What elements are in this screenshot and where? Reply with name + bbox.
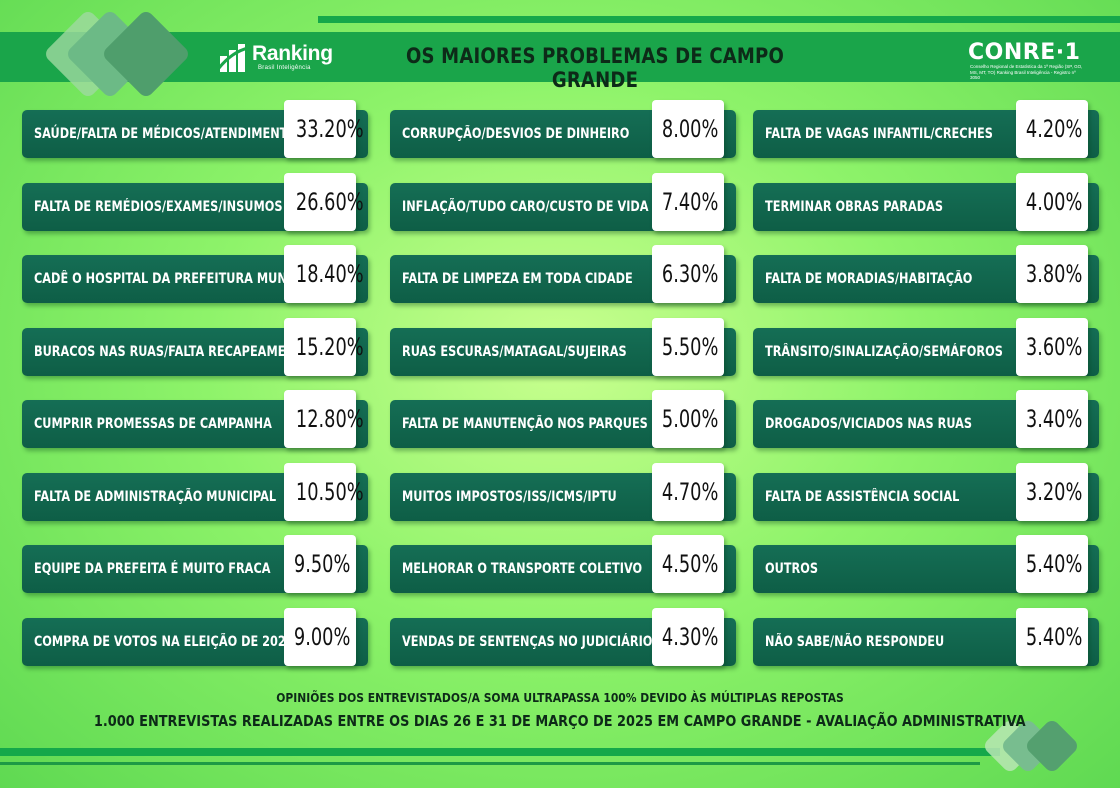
problem-percentage: 12.80%: [284, 390, 364, 448]
problem-item: TERMINAR OBRAS PARADAS 4.00%: [753, 173, 1099, 231]
problem-percentage: 4.00%: [1016, 173, 1088, 231]
problem-label: TERMINAR OBRAS PARADAS: [765, 199, 944, 215]
problem-label: BURACOS NAS RUAS/FALTA RECAPEAMENTO: [34, 344, 313, 360]
problem-item: FALTA DE VAGAS INFANTIL/CRECHES 4.20%: [753, 100, 1099, 158]
problem-label: COMPRA DE VOTOS NA ELEIÇÃO DE 2024: [34, 634, 294, 650]
problem-percentage: 7.40%: [652, 173, 724, 231]
problem-label: VENDAS DE SENTENÇAS NO JUDICIÁRIO: [402, 634, 653, 650]
problem-item: COMPRA DE VOTOS NA ELEIÇÃO DE 2024 9.00%: [22, 608, 368, 666]
problem-percentage: 5.40%: [1016, 608, 1088, 666]
problem-percentage: 8.00%: [652, 100, 724, 158]
problem-percentage: 3.40%: [1016, 390, 1088, 448]
footnote: OPINIÕES DOS ENTREVISTADOS/A SOMA ULTRAP…: [276, 690, 844, 705]
problem-label: FALTA DE ADMINISTRAÇÃO MUNICIPAL: [34, 489, 277, 505]
problem-item: CUMPRIR PROMESSAS DE CAMPANHA 12.80%: [22, 390, 368, 448]
conre-logo-tagline: Conselho Regional de Estatística da 1ª R…: [970, 64, 1083, 80]
bottom-stripe-thin: [0, 762, 980, 765]
problem-item: OUTROS 5.40%: [753, 535, 1099, 593]
problem-label: TRÂNSITO/SINALIZAÇÃO/SEMÁFOROS: [765, 344, 1003, 360]
problem-label: FALTA DE VAGAS INFANTIL/CRECHES: [765, 126, 993, 142]
problem-percentage: 3.80%: [1016, 245, 1088, 303]
problem-percentage: 4.70%: [652, 463, 724, 521]
problem-label: EQUIPE DA PREFEITA É MUITO FRACA: [34, 561, 271, 577]
problem-item: FALTA DE ADMINISTRAÇÃO MUNICIPAL 10.50%: [22, 463, 368, 521]
problem-item: NÃO SABE/NÃO RESPONDEU 5.40%: [753, 608, 1099, 666]
conre-logo: CONRE·1 Conselho Regional de Estatística…: [964, 40, 1084, 80]
methodology-note: 1.000 ENTREVISTAS REALIZADAS ENTRE OS DI…: [94, 712, 1026, 730]
problem-item: VENDAS DE SENTENÇAS NO JUDICIÁRIO 4.30%: [390, 608, 736, 666]
problem-label: CADÊ O HOSPITAL DA PREFEITURA MUNICIPAL?: [34, 271, 334, 287]
problem-percentage: 6.30%: [652, 245, 724, 303]
problem-percentage: 3.20%: [1016, 463, 1088, 521]
problem-label: CUMPRIR PROMESSAS DE CAMPANHA: [34, 416, 272, 432]
ranking-bars-icon: [218, 44, 249, 72]
problem-label: FALTA DE LIMPEZA EM TODA CIDADE: [402, 271, 633, 287]
problem-label: CORRUPÇÃO/DESVIOS DE DINHEIRO: [402, 126, 630, 142]
ranking-logo: Ranking Brasil Inteligência: [218, 40, 338, 74]
problem-label: NÃO SABE/NÃO RESPONDEU: [765, 634, 945, 650]
conre-logo-name: CONRE·1: [968, 40, 1081, 65]
problem-item: INFLAÇÃO/TUDO CARO/CUSTO DE VIDA 7.40%: [390, 173, 736, 231]
problem-item: EQUIPE DA PREFEITA É MUITO FRACA 9.50%: [22, 535, 368, 593]
problem-item: RUAS ESCURAS/MATAGAL/SUJEIRAS 5.50%: [390, 318, 736, 376]
problem-item: FALTA DE MANUTENÇÃO NOS PARQUES 5.00%: [390, 390, 736, 448]
problem-label: FALTA DE ASSISTÊNCIA SOCIAL: [765, 489, 960, 505]
problem-percentage: 5.40%: [1016, 535, 1088, 593]
problem-item: FALTA DE LIMPEZA EM TODA CIDADE 6.30%: [390, 245, 736, 303]
problem-label: INFLAÇÃO/TUDO CARO/CUSTO DE VIDA: [402, 199, 649, 215]
page-title: OS MAIORES PROBLEMAS DE CAMPO GRANDE: [406, 44, 784, 92]
problem-percentage: 18.40%: [284, 245, 364, 303]
problem-percentage: 5.00%: [652, 390, 724, 448]
problem-item: FALTA DE ASSISTÊNCIA SOCIAL 3.20%: [753, 463, 1099, 521]
problem-percentage: 4.20%: [1016, 100, 1088, 158]
problem-label: OUTROS: [765, 561, 818, 577]
problem-percentage: 3.60%: [1016, 318, 1088, 376]
problem-percentage: 33.20%: [284, 100, 364, 158]
bottom-stripe-thick: [0, 748, 1000, 756]
problem-label: DROGADOS/VICIADOS NAS RUAS: [765, 416, 973, 432]
top-stripe: [318, 16, 1120, 23]
ranking-logo-tagline: Brasil Inteligência: [258, 65, 311, 71]
problem-item: FALTA DE MORADIAS/HABITAÇÃO 3.80%: [753, 245, 1099, 303]
problem-label: FALTA DE MORADIAS/HABITAÇÃO: [765, 271, 973, 287]
problem-label: MUITOS IMPOSTOS/ISS/ICMS/IPTU: [402, 489, 617, 505]
problem-label: FALTA DE MANUTENÇÃO NOS PARQUES: [402, 416, 648, 432]
problem-item: MELHORAR O TRANSPORTE COLETIVO 4.50%: [390, 535, 736, 593]
problem-label: FALTA DE REMÉDIOS/EXAMES/INSUMOS: [34, 199, 283, 215]
problem-item: MUITOS IMPOSTOS/ISS/ICMS/IPTU 4.70%: [390, 463, 736, 521]
problem-item: CADÊ O HOSPITAL DA PREFEITURA MUNICIPAL?…: [22, 245, 368, 303]
problem-label: MELHORAR O TRANSPORTE COLETIVO: [402, 561, 643, 577]
problem-item: BURACOS NAS RUAS/FALTA RECAPEAMENTO 15.20…: [22, 318, 368, 376]
problem-item: SAÚDE/FALTA DE MÉDICOS/ATENDIMENTO 33.20%: [22, 100, 368, 158]
problem-percentage: 4.30%: [652, 608, 724, 666]
problem-item: DROGADOS/VICIADOS NAS RUAS 3.40%: [753, 390, 1099, 448]
ranking-logo-name: Ranking: [252, 42, 333, 65]
problem-percentage: 5.50%: [652, 318, 724, 376]
problem-item: CORRUPÇÃO/DESVIOS DE DINHEIRO 8.00%: [390, 100, 736, 158]
problem-percentage: 10.50%: [284, 463, 364, 521]
problem-label: RUAS ESCURAS/MATAGAL/SUJEIRAS: [402, 344, 627, 360]
problem-item: TRÂNSITO/SINALIZAÇÃO/SEMÁFOROS 3.60%: [753, 318, 1099, 376]
problem-percentage: 26.60%: [284, 173, 364, 231]
problem-percentage: 15.20%: [284, 318, 364, 376]
problem-item: FALTA DE REMÉDIOS/EXAMES/INSUMOS 26.60%: [22, 173, 368, 231]
problem-label: SAÚDE/FALTA DE MÉDICOS/ATENDIMENTO: [34, 126, 298, 142]
problem-percentage: 9.00%: [284, 608, 356, 666]
problem-percentage: 9.50%: [284, 535, 356, 593]
problem-percentage: 4.50%: [652, 535, 724, 593]
